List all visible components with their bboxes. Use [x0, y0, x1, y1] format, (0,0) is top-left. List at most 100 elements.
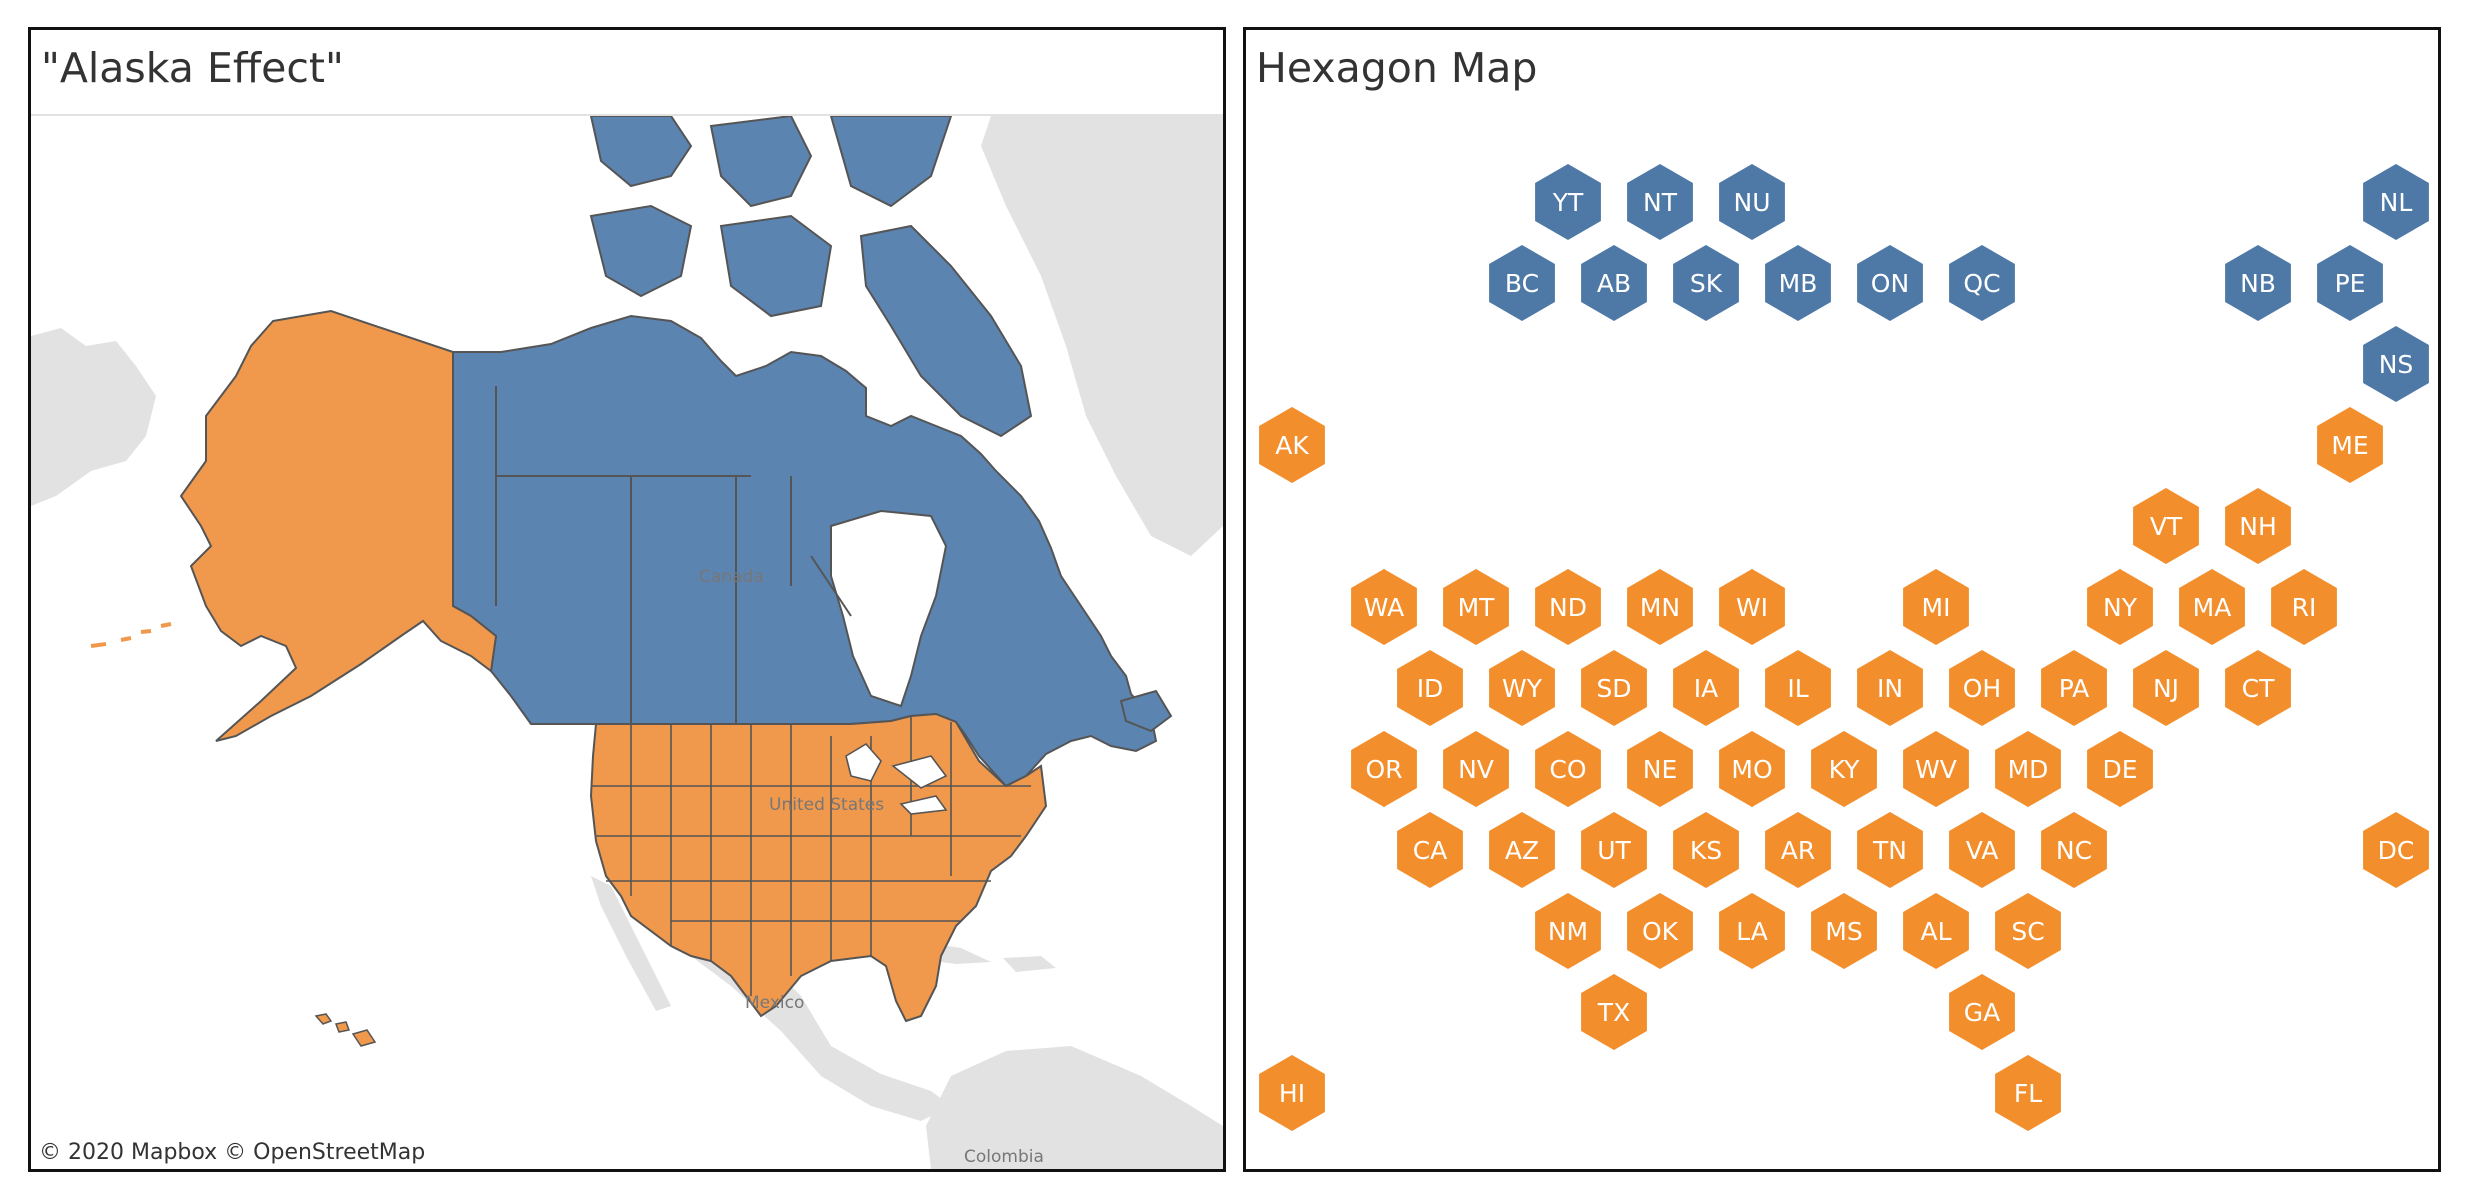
hex-shape[interactable] — [1535, 731, 1601, 807]
hex-shape[interactable] — [2179, 569, 2245, 645]
hex-la[interactable]: LA — [1719, 893, 1785, 969]
hex-shape[interactable] — [1949, 650, 2015, 726]
hex-pe[interactable]: PE — [2317, 245, 2383, 321]
hex-bc[interactable]: BC — [1489, 245, 1555, 321]
hex-shape[interactable] — [1811, 731, 1877, 807]
hex-nl[interactable]: NL — [2363, 164, 2429, 240]
hex-shape[interactable] — [1351, 731, 1417, 807]
hex-shape[interactable] — [2041, 650, 2107, 726]
hex-shape[interactable] — [1673, 245, 1739, 321]
hex-wi[interactable]: WI — [1719, 569, 1785, 645]
hex-ny[interactable]: NY — [2087, 569, 2153, 645]
hex-shape[interactable] — [1351, 569, 1417, 645]
hex-shape[interactable] — [1489, 812, 1555, 888]
hex-shape[interactable] — [1949, 245, 2015, 321]
hex-shape[interactable] — [1811, 893, 1877, 969]
hex-shape[interactable] — [2225, 488, 2291, 564]
hex-ns[interactable]: NS — [2363, 326, 2429, 402]
hex-shape[interactable] — [1857, 650, 1923, 726]
hex-shape[interactable] — [1719, 569, 1785, 645]
hex-shape[interactable] — [1535, 893, 1601, 969]
hex-shape[interactable] — [1857, 812, 1923, 888]
hex-shape[interactable] — [1903, 731, 1969, 807]
hex-shape[interactable] — [2363, 326, 2429, 402]
hex-shape[interactable] — [1397, 650, 1463, 726]
hex-shape[interactable] — [2225, 650, 2291, 726]
hex-wv[interactable]: WV — [1903, 731, 1969, 807]
hex-shape[interactable] — [2133, 488, 2199, 564]
hex-id[interactable]: ID — [1397, 650, 1463, 726]
hex-nj[interactable]: NJ — [2133, 650, 2199, 726]
hex-shape[interactable] — [1581, 812, 1647, 888]
hex-nh[interactable]: NH — [2225, 488, 2291, 564]
hex-hi[interactable]: HI — [1259, 1055, 1325, 1131]
hex-dc[interactable]: DC — [2363, 812, 2429, 888]
hex-sd[interactable]: SD — [1581, 650, 1647, 726]
hex-yt[interactable]: YT — [1535, 164, 1601, 240]
hex-ab[interactable]: AB — [1581, 245, 1647, 321]
hex-nb[interactable]: NB — [2225, 245, 2291, 321]
hex-shape[interactable] — [1995, 731, 2061, 807]
hex-md[interactable]: MD — [1995, 731, 2061, 807]
hex-nu[interactable]: NU — [1719, 164, 1785, 240]
hex-shape[interactable] — [1765, 812, 1831, 888]
hex-on[interactable]: ON — [1857, 245, 1923, 321]
hex-oh[interactable]: OH — [1949, 650, 2015, 726]
hex-sc[interactable]: SC — [1995, 893, 2061, 969]
hex-shape[interactable] — [1673, 650, 1739, 726]
hex-shape[interactable] — [1443, 569, 1509, 645]
hex-shape[interactable] — [1903, 569, 1969, 645]
hex-shape[interactable] — [1995, 893, 2061, 969]
canada-region[interactable] — [452, 116, 1173, 788]
hex-shape[interactable] — [1627, 569, 1693, 645]
hex-tn[interactable]: TN — [1857, 812, 1923, 888]
hex-nt[interactable]: NT — [1627, 164, 1693, 240]
hex-shape[interactable] — [2317, 245, 2383, 321]
hex-shape[interactable] — [1719, 731, 1785, 807]
map-attribution[interactable]: © 2020 Mapbox © OpenStreetMap — [39, 1140, 426, 1165]
hex-shape[interactable] — [2225, 245, 2291, 321]
hex-shape[interactable] — [1903, 893, 1969, 969]
hex-wa[interactable]: WA — [1351, 569, 1417, 645]
hex-shape[interactable] — [1259, 1055, 1325, 1131]
hex-ri[interactable]: RI — [2271, 569, 2337, 645]
hex-or[interactable]: OR — [1351, 731, 1417, 807]
hex-shape[interactable] — [1627, 164, 1693, 240]
hex-shape[interactable] — [2317, 407, 2383, 483]
hex-shape[interactable] — [1397, 812, 1463, 888]
hex-tx[interactable]: TX — [1581, 974, 1647, 1050]
hex-shape[interactable] — [2041, 812, 2107, 888]
hex-mt[interactable]: MT — [1443, 569, 1509, 645]
hex-nd[interactable]: ND — [1535, 569, 1601, 645]
hex-nm[interactable]: NM — [1535, 893, 1601, 969]
hex-shape[interactable] — [1535, 164, 1601, 240]
hex-mi[interactable]: MI — [1903, 569, 1969, 645]
hex-al[interactable]: AL — [1903, 893, 1969, 969]
hex-ga[interactable]: GA — [1949, 974, 2015, 1050]
hex-shape[interactable] — [2363, 164, 2429, 240]
hex-shape[interactable] — [1581, 650, 1647, 726]
hex-wy[interactable]: WY — [1489, 650, 1555, 726]
hex-mn[interactable]: MN — [1627, 569, 1693, 645]
hex-ok[interactable]: OK — [1627, 893, 1693, 969]
hex-me[interactable]: ME — [2317, 407, 2383, 483]
hex-ma[interactable]: MA — [2179, 569, 2245, 645]
hex-shape[interactable] — [1535, 569, 1601, 645]
hex-shape[interactable] — [1995, 1055, 2061, 1131]
hex-ia[interactable]: IA — [1673, 650, 1739, 726]
hex-pa[interactable]: PA — [2041, 650, 2107, 726]
hex-shape[interactable] — [2363, 812, 2429, 888]
hex-shape[interactable] — [1489, 650, 1555, 726]
hex-ct[interactable]: CT — [2225, 650, 2291, 726]
hex-shape[interactable] — [1673, 812, 1739, 888]
hex-shape[interactable] — [1581, 245, 1647, 321]
north-america-map[interactable]: Canada United States Mexico Colombia — [31, 116, 1223, 1169]
hex-ks[interactable]: KS — [1673, 812, 1739, 888]
hex-shape[interactable] — [1581, 974, 1647, 1050]
hex-shape[interactable] — [1627, 893, 1693, 969]
hex-shape[interactable] — [1857, 245, 1923, 321]
hex-il[interactable]: IL — [1765, 650, 1831, 726]
hex-ne[interactable]: NE — [1627, 731, 1693, 807]
hex-de[interactable]: DE — [2087, 731, 2153, 807]
hex-sk[interactable]: SK — [1673, 245, 1739, 321]
